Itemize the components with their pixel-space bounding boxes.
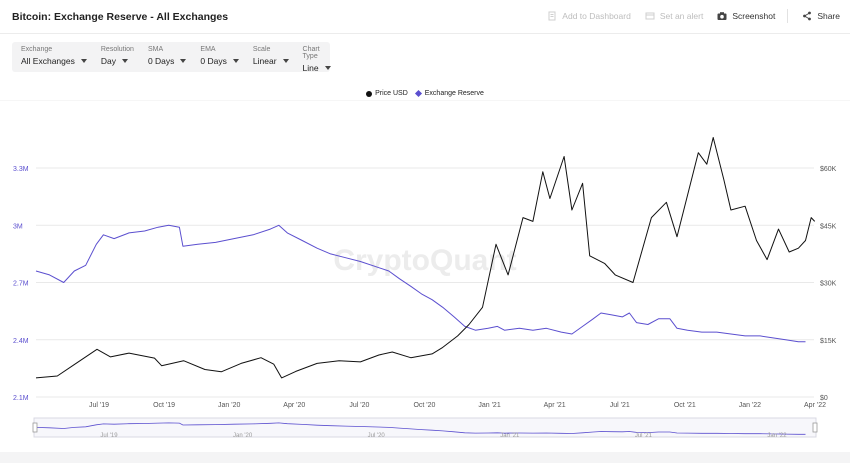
filter-bar: Exchange All Exchanges Resolution Day SM… <box>12 42 331 73</box>
caret-down-icon <box>282 59 289 63</box>
filter-label: Scale <box>252 46 271 53</box>
y-left-tick-label: 2.4M <box>13 338 29 345</box>
x-tick-label: Jan '22 <box>739 402 761 409</box>
filter-value-text: Linear <box>252 56 277 66</box>
navigator-tick-label: Jan '20 <box>233 433 253 439</box>
alert-icon <box>645 12 655 20</box>
navigator[interactable] <box>33 417 817 438</box>
filter-label: EMA <box>200 46 216 53</box>
y-right-tick-label: $45K <box>820 223 837 230</box>
filter-scale[interactable]: Scale Linear <box>253 46 289 72</box>
chart-legend: Price USD Exchange Reserve <box>0 89 850 98</box>
y-right-tick-label: $60K <box>820 166 837 173</box>
caret-down-icon <box>324 66 331 70</box>
y-right-tick-label: $15K <box>820 338 837 345</box>
y-left-tick-label: 2.7M <box>13 281 29 288</box>
navigator-series-line <box>35 422 806 435</box>
series-line-price-usd <box>35 137 816 379</box>
series-line-exchange-reserve <box>35 224 806 343</box>
filter-resolution[interactable]: Resolution Day <box>101 46 134 72</box>
set-alert-label: Set an alert <box>659 11 704 21</box>
filter-value[interactable]: Linear <box>253 56 289 66</box>
filter-label: Exchange <box>21 46 53 53</box>
x-tick-label: Jul '20 <box>349 402 369 409</box>
legend-item-price[interactable]: Price USD <box>366 90 408 97</box>
filter-value[interactable]: 0 Days <box>147 56 187 66</box>
filter-sma[interactable]: SMA 0 Days <box>147 46 187 72</box>
filter-exchange[interactable]: Exchange All Exchanges <box>21 46 87 72</box>
legend-label: Price USD <box>375 90 408 97</box>
caret-down-icon <box>80 59 87 63</box>
filter-label: Resolution <box>100 46 134 53</box>
filter-value-text: 0 Days <box>147 56 175 66</box>
filter-label: SMA <box>147 46 164 53</box>
legend-label: Exchange Reserve <box>424 90 484 97</box>
navigator-tick-label: Jan '22 <box>767 433 787 439</box>
navigator-handle-left[interactable] <box>32 422 38 433</box>
circle-marker-icon <box>366 90 373 97</box>
y-left-tick-label: 3M <box>13 223 23 230</box>
y-left-tick-label: 3.3M <box>13 166 29 173</box>
filter-value[interactable]: All Exchanges <box>21 56 87 66</box>
caret-down-icon <box>232 59 239 63</box>
add-to-dashboard-label: Add to Dashboard <box>562 11 631 21</box>
legend-item-reserve[interactable]: Exchange Reserve <box>414 89 484 98</box>
filter-value-text: Line <box>302 63 319 73</box>
footer-bar <box>0 452 850 463</box>
x-tick-label: Oct '20 <box>413 402 435 409</box>
filter-value-text: 0 Days <box>200 56 227 66</box>
navigator-tick-label: Jul '19 <box>100 433 118 439</box>
screenshot-button[interactable]: Screenshot <box>717 11 775 21</box>
dashboard-icon <box>548 11 556 21</box>
add-to-dashboard-button[interactable]: Add to Dashboard <box>547 11 631 21</box>
x-tick-label: Oct '21 <box>674 402 696 409</box>
x-tick-label: Apr '22 <box>804 402 826 409</box>
x-tick-label: Jul '19 <box>89 402 109 409</box>
navigator-tick-label: Jul '21 <box>635 433 653 439</box>
filter-value[interactable]: Line <box>303 63 331 73</box>
share-icon <box>803 11 812 21</box>
chart-title: Bitcoin: Exchange Reserve - All Exchange… <box>12 11 229 23</box>
y-right-tick-label: $30K <box>820 281 837 288</box>
x-tick-label: Apr '21 <box>544 402 566 409</box>
page-header: Bitcoin: Exchange Reserve - All Exchange… <box>0 0 850 34</box>
x-tick-label: Jan '20 <box>218 402 240 409</box>
x-tick-label: Jan '21 <box>478 402 500 409</box>
filter-chart-type[interactable]: Chart Type Line <box>302 46 331 73</box>
navigator-handle-right[interactable] <box>812 422 818 433</box>
caret-down-icon <box>122 59 128 63</box>
filter-value-text: Day <box>100 56 116 66</box>
filter-value[interactable]: 0 Days <box>200 56 239 66</box>
header-actions: Add to Dashboard Set an alert Screenshot… <box>533 9 840 23</box>
y-right-tick-label: $0 <box>820 395 828 402</box>
watermark-text: CryptoQuant <box>333 244 516 277</box>
filter-ema[interactable]: EMA 0 Days <box>200 46 239 72</box>
caret-down-icon <box>180 59 187 63</box>
x-tick-label: Jul '21 <box>610 402 630 409</box>
filter-value[interactable]: Day <box>101 56 134 66</box>
diamond-marker-icon <box>414 89 422 98</box>
chart-area[interactable]: CryptoQuant 2.1M 2.4M 2.7M 3M 3.3M $0 $15K $30K $… <box>0 100 850 445</box>
navigator-tick-label: Jan '21 <box>500 433 520 439</box>
x-tick-label: Apr '20 <box>283 402 305 409</box>
header-divider <box>787 9 789 23</box>
filter-label: Chart Type <box>302 46 320 60</box>
filter-value-text: All Exchanges <box>21 56 75 66</box>
set-alert-button[interactable]: Set an alert <box>645 11 703 21</box>
x-tick-label: Oct '19 <box>153 402 175 409</box>
share-button[interactable]: Share <box>802 11 840 21</box>
y-left-tick-label: 2.1M <box>13 395 29 402</box>
share-label: Share <box>817 11 840 21</box>
screenshot-label: Screenshot <box>732 11 776 21</box>
navigator-tick-label: Jul '20 <box>368 433 386 439</box>
camera-icon <box>717 12 727 20</box>
